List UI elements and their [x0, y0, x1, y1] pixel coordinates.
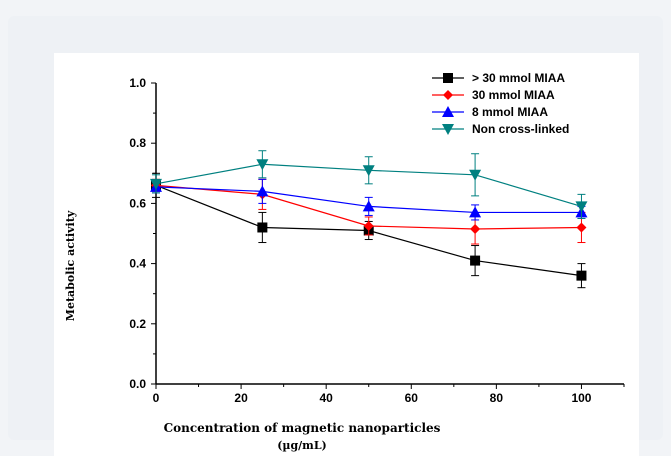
- data-point: [470, 223, 481, 234]
- legend-marker: [442, 124, 454, 135]
- series-3: [150, 150, 588, 219]
- chart-panel: 0 20 40 60 80 100 0.0 0.2 0.4 0.6 0.8 1.0 > 30 mmo…: [54, 53, 639, 456]
- data-point: [363, 220, 374, 231]
- legend-item: Non cross-linked: [432, 122, 569, 136]
- y-tick-label: 0.4: [129, 257, 146, 271]
- data-point: [469, 169, 482, 181]
- data-point: [470, 255, 481, 266]
- data-point: [256, 185, 269, 197]
- data-point: [150, 178, 162, 190]
- x-axis-label: Concentration of magnetic nanoparticles: [164, 421, 441, 435]
- line-chart: 0 20 40 60 80 100 0.0 0.2 0.4 0.6 0.8 1.0 > 30 mmo…: [64, 71, 625, 452]
- x-tick-label: 80: [490, 391, 504, 405]
- data-point: [575, 201, 588, 213]
- y-axis-label: Metabolic activity: [64, 210, 77, 321]
- data-point: [256, 159, 269, 171]
- data-point: [469, 206, 482, 218]
- legend-item: > 30 mmol MIAA: [432, 71, 565, 85]
- legend-label: 30 mmol MIAA: [472, 88, 555, 102]
- x-tick-label: 60: [405, 391, 419, 405]
- figure-card: 0 20 40 60 80 100 0.0 0.2 0.4 0.6 0.8 1.0 > 30 mmo…: [8, 16, 663, 456]
- legend-label: 8 mmol MIAA: [472, 105, 548, 119]
- x-tick-label: 40: [320, 391, 334, 405]
- x-tick-label: 0: [153, 391, 160, 405]
- y-tick-label: 0.8: [129, 136, 146, 150]
- y-tick-label: 0.0: [129, 377, 146, 391]
- x-tick-label: 100: [571, 391, 591, 405]
- data-point: [576, 270, 587, 281]
- x-axis-unit: (µg/mL): [277, 439, 327, 452]
- legend-label: Non cross-linked: [472, 122, 569, 136]
- data-point: [362, 200, 375, 212]
- series-2: [150, 178, 588, 221]
- y-tick-label: 0.6: [129, 196, 146, 210]
- data-point: [576, 222, 587, 233]
- y-tick-label: 1.0: [129, 76, 146, 90]
- data-point: [362, 165, 375, 177]
- legend-marker: [443, 73, 453, 83]
- legend-marker: [442, 106, 454, 117]
- x-tick-label: 20: [234, 391, 248, 405]
- y-tick-label: 0.2: [129, 317, 146, 331]
- legend-marker: [443, 90, 453, 100]
- legend: > 30 mmol MIAA 30 mmol MIAA 8 mmol MIAA Non…: [432, 71, 569, 136]
- legend-item: 30 mmol MIAA: [432, 88, 555, 102]
- x-ticks: 0 20 40 60 80 100: [153, 384, 625, 405]
- legend-item: 8 mmol MIAA: [432, 105, 548, 119]
- series-layer: [150, 150, 588, 289]
- data-point: [257, 222, 268, 233]
- legend-label: > 30 mmol MIAA: [472, 71, 565, 85]
- y-ticks: 0.0 0.2 0.4 0.6 0.8 1.0: [129, 76, 156, 391]
